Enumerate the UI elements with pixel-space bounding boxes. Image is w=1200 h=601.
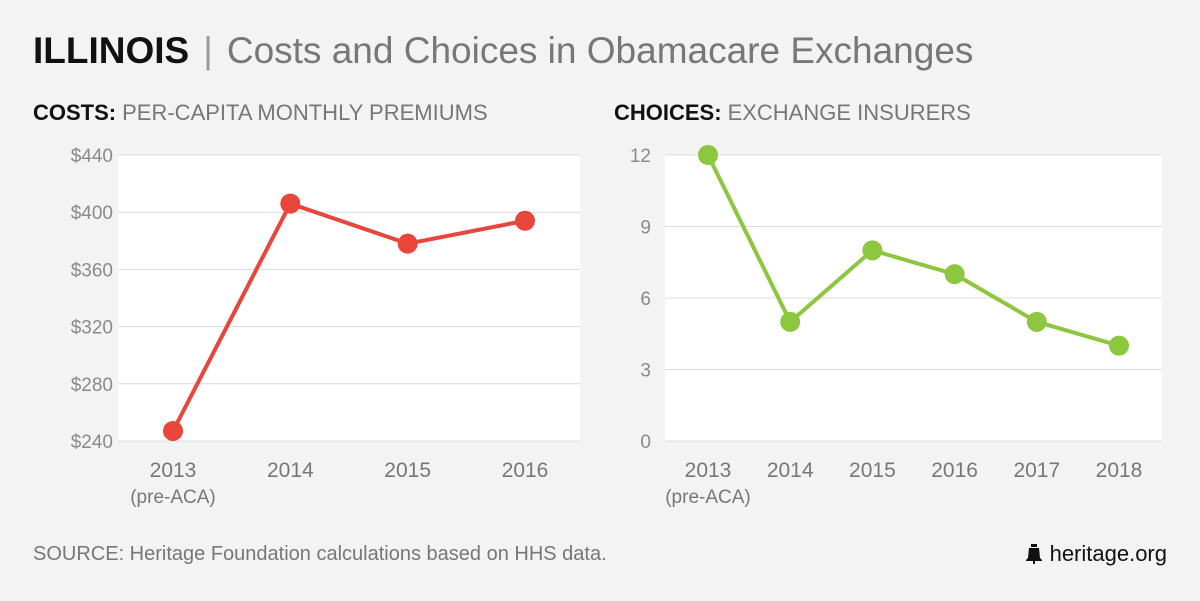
- costs-y-tick-label: $400: [71, 203, 113, 224]
- choices-x-tick-label: 2014: [767, 459, 814, 482]
- choices-data-point: [698, 145, 718, 165]
- choices-y-tick-label: 3: [640, 361, 651, 382]
- costs-x-tick-label: 2013: [150, 459, 197, 482]
- costs-data-point: [280, 193, 301, 214]
- costs-y-tick-label: $280: [71, 375, 113, 396]
- choices-data-point: [944, 264, 965, 285]
- choices-y-tick-label: 12: [630, 146, 651, 167]
- choices-data-point: [1109, 335, 1129, 356]
- title-subtitle: Costs and Choices in Obamacare Exchanges: [226, 30, 974, 71]
- footer-brand: heritage.org: [1025, 541, 1167, 567]
- choices-x-tick-label: 2013: [685, 459, 732, 482]
- brand-label[interactable]: heritage.org: [1049, 541, 1167, 566]
- choices-x-tick-label: 2018: [1096, 459, 1143, 482]
- choices-heading-rest: EXCHANGE INSURERS: [727, 100, 971, 125]
- choices-heading-lead: CHOICES:: [614, 100, 722, 125]
- costs-x-tick-label: 2015: [384, 459, 431, 482]
- costs-data-point: [163, 420, 183, 441]
- choices-x-tick-label: 2017: [1013, 459, 1060, 482]
- choices-y-tick-label: 9: [640, 218, 651, 239]
- costs-plot-area: [118, 155, 580, 441]
- title-separator: |: [203, 30, 213, 71]
- choices-x-tick-sublabel: (pre-ACA): [665, 487, 751, 508]
- costs-data-point: [515, 210, 535, 231]
- costs-x-tick-label: 2016: [502, 459, 549, 482]
- page-title: ILLINOIS | Costs and Choices in Obamacare …: [33, 26, 973, 76]
- costs-y-tick-label: $240: [71, 432, 113, 453]
- choices-section-heading: CHOICES: EXCHANGE INSURERS: [614, 100, 971, 126]
- costs-x-tick-sublabel: (pre-ACA): [130, 487, 216, 508]
- costs-data-point: [397, 233, 418, 254]
- costs-heading-rest: PER-CAPITA MONTHLY PREMIUMS: [122, 100, 488, 125]
- choices-data-point: [1026, 311, 1047, 332]
- costs-heading-lead: COSTS:: [33, 100, 117, 125]
- choices-data-point: [862, 240, 883, 261]
- title-state: ILLINOIS: [33, 30, 190, 71]
- source-note: SOURCE: Heritage Foundation calculations…: [33, 543, 607, 565]
- choices-x-tick-label: 2015: [849, 459, 896, 482]
- costs-y-tick-label: $360: [71, 260, 113, 281]
- liberty-bell-icon: [1025, 544, 1042, 564]
- choices-x-tick-label: 2016: [931, 459, 978, 482]
- costs-section-heading: COSTS: PER-CAPITA MONTHLY PREMIUMS: [33, 100, 488, 126]
- choices-data-point: [780, 311, 801, 332]
- costs-y-tick-label: $440: [71, 146, 113, 167]
- choices-y-tick-label: 6: [640, 289, 651, 310]
- costs-series-line: [171, 201, 526, 432]
- costs-x-tick-label: 2014: [267, 459, 314, 482]
- choices-series-line: [706, 154, 1120, 348]
- choices-y-tick-label: 0: [640, 432, 651, 453]
- costs-y-tick-label: $320: [71, 318, 113, 339]
